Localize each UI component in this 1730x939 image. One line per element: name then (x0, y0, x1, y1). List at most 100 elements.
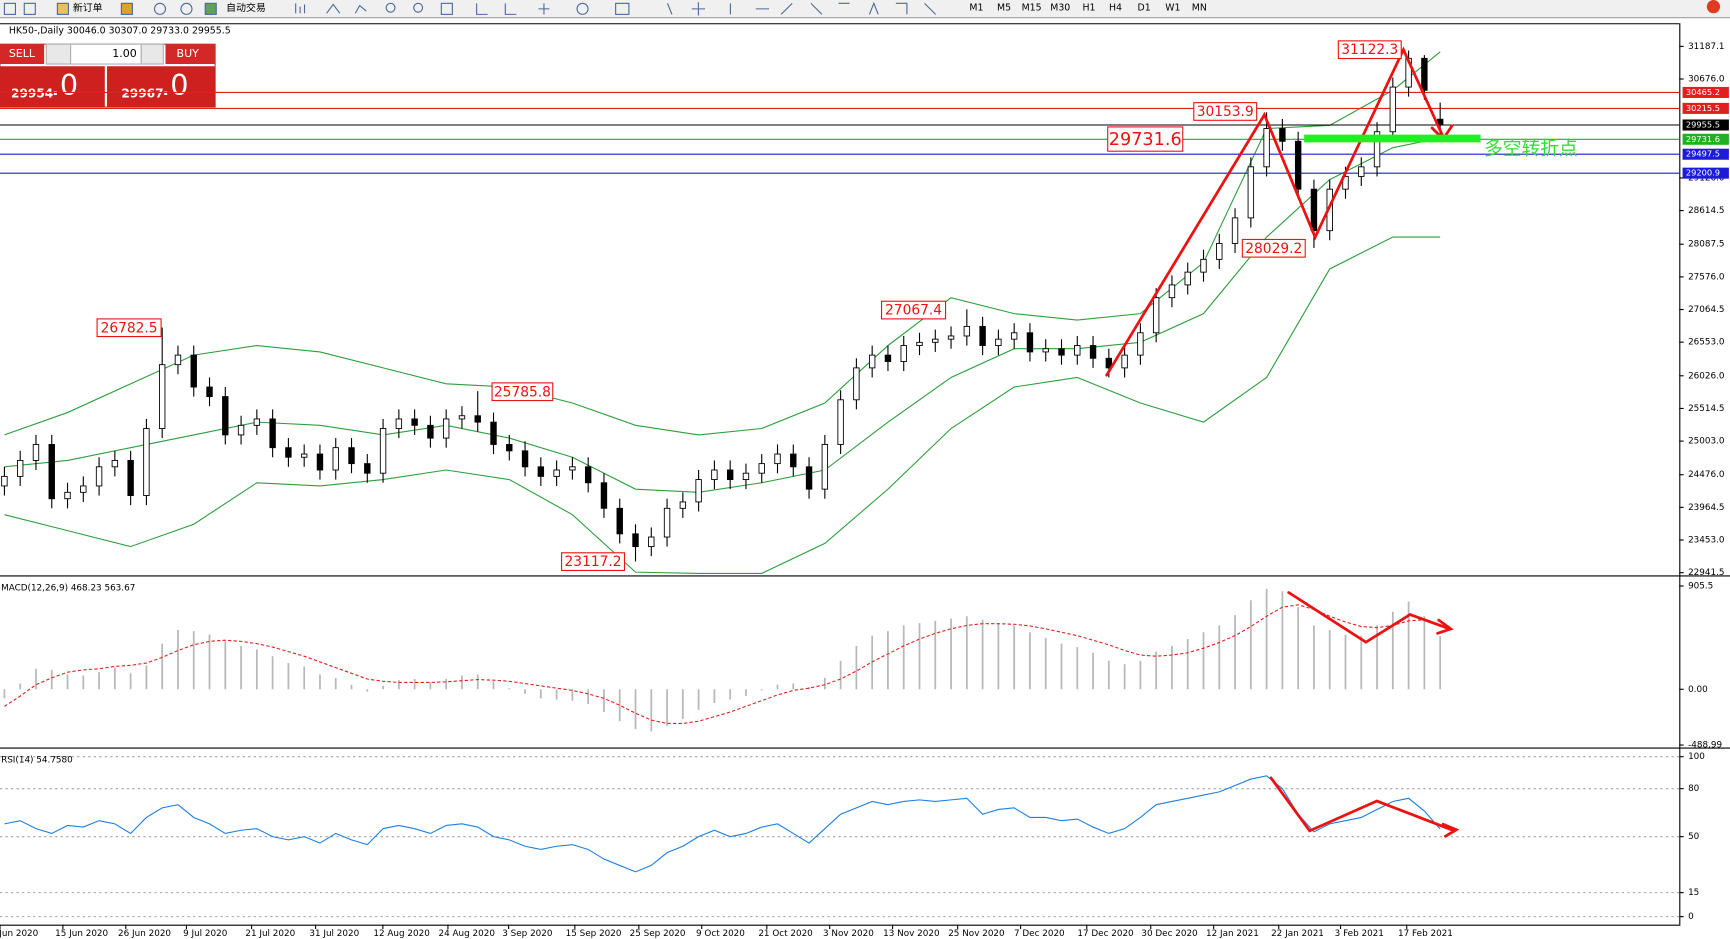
buy-button[interactable] (165, 44, 216, 65)
y-tick-label: 25514.5 (1688, 404, 1724, 414)
candle-body (1042, 348, 1049, 353)
candle-body (1105, 357, 1113, 369)
annotation-label: 26782.5 (101, 320, 158, 336)
x-tick-label: 17 Feb 2021 (1398, 929, 1453, 939)
price-annotations: 26782.5 25785.8 23117.2 27067.4 30153.9 28029… (96, 40, 1402, 572)
icon[interactable] (576, 2, 589, 15)
annotation-box (1193, 102, 1258, 121)
timeframe-button[interactable]: D1 (1138, 2, 1151, 13)
timeframe-button[interactable]: W1 (1165, 2, 1180, 13)
sell-button[interactable] (0, 44, 45, 65)
candle-body (80, 485, 87, 493)
candle-body (32, 444, 40, 461)
timeframe-button[interactable]: M15 (1022, 2, 1042, 13)
icon[interactable] (413, 2, 424, 13)
x-tick-label: 15 Sep 2020 (566, 929, 622, 939)
candle-body (853, 367, 860, 401)
icon[interactable] (440, 2, 453, 15)
candle-body (237, 424, 245, 436)
bid-fraction[interactable]: .0 (51, 68, 78, 102)
plot: 31187.130676.029126.028614.528087.527576… (0, 42, 1729, 939)
candle-body (963, 325, 971, 337)
candle-body (553, 469, 560, 477)
icon[interactable] (666, 1, 937, 16)
icon[interactable] (153, 2, 167, 15)
candle-body (442, 418, 450, 439)
candle-body (979, 325, 986, 346)
y-tick-label: 50 (1688, 832, 1700, 842)
candle-body (1026, 332, 1034, 353)
candle-body (1279, 128, 1286, 142)
candle-body (474, 415, 481, 423)
icon[interactable] (204, 2, 217, 15)
timeframe-button[interactable]: MN (1192, 2, 1207, 13)
candle-body (1421, 57, 1428, 91)
candle-body (490, 421, 497, 445)
ask-box[interactable] (107, 66, 216, 108)
icon[interactable] (23, 2, 36, 15)
icon[interactable] (476, 3, 550, 15)
annotation-box (491, 382, 554, 402)
annotation-label: 28029.2 (1245, 241, 1302, 257)
candle-body (695, 479, 702, 503)
bid-box[interactable] (0, 66, 105, 108)
annotation-box (880, 300, 947, 320)
price-level-label: 29497.5 (1686, 149, 1720, 159)
ask-fraction[interactable]: .0 (161, 68, 188, 102)
x-tick-label: 3 Feb 2021 (1335, 929, 1384, 939)
candle-body (1184, 271, 1191, 286)
buy-label[interactable]: BUY (177, 47, 200, 60)
trade-panel: SELL 1.00 BUY 29954 .0 29967 .0 (0, 43, 216, 108)
candle-body (790, 453, 797, 468)
candle-body (1200, 258, 1207, 273)
icon[interactable] (385, 2, 396, 13)
candle-body (805, 466, 813, 490)
icon[interactable] (295, 3, 367, 14)
timeframe-button[interactable]: H4 (1109, 2, 1122, 13)
annotation-note: 多空转折点 (1484, 137, 1578, 159)
icon[interactable] (120, 2, 133, 15)
candle-body (269, 418, 276, 449)
lot-down[interactable] (45, 43, 72, 65)
timeframe-button[interactable]: H1 (1082, 2, 1095, 13)
candle-body (868, 354, 876, 369)
x-tick-label: 22 Jan 2021 (1271, 929, 1324, 939)
lot-up[interactable] (140, 43, 164, 65)
icon[interactable] (180, 2, 193, 15)
sell-label[interactable]: SELL (9, 47, 36, 60)
x-tick-label: 12 Aug 2020 (373, 929, 430, 939)
ask-price[interactable]: 29967 (121, 86, 163, 100)
icon[interactable] (615, 2, 630, 15)
candle-body (916, 341, 923, 346)
timeframes: M1 M5 M15 M30 H1 H4 D1 W1 MN (969, 2, 1206, 13)
annotation-label: 27067.4 (885, 303, 942, 319)
timeframe-button[interactable]: M30 (1050, 2, 1070, 13)
annotation-label: 31122.3 (1341, 42, 1398, 58)
toolbar-button[interactable]: 自动交易 (226, 1, 266, 14)
price-level-tag (1682, 119, 1729, 131)
x-tick-label: 21 Oct 2020 (758, 929, 813, 939)
y-tick-label: 22941.5 (1688, 568, 1724, 578)
annotation-label: 30153.9 (1197, 104, 1254, 120)
notification-badge[interactable] (1706, 0, 1721, 14)
y-tick-label: 27064.5 (1688, 305, 1724, 315)
price-level-label: 30465.2 (1686, 87, 1720, 97)
icon[interactable] (56, 2, 69, 15)
y-tick-label: 15 (1688, 888, 1699, 898)
bid-price[interactable]: 29954 (11, 86, 53, 100)
candle-body (253, 418, 261, 426)
lot-value[interactable]: 1.00 (112, 47, 137, 60)
toolbar-button[interactable]: 新订单 (73, 1, 103, 14)
price-level-tag (1682, 148, 1729, 160)
x-tick-label: 7 Dec 2020 (1014, 929, 1065, 939)
timeframe-button[interactable]: M5 (997, 2, 1011, 13)
candle-body (174, 354, 182, 366)
icon[interactable] (3, 2, 16, 15)
candle-body (900, 345, 907, 362)
x-tick-label: 17 Dec 2020 (1077, 929, 1134, 939)
candle-body (1294, 140, 1302, 190)
timeframe-button[interactable]: M1 (969, 2, 983, 13)
y-tick-label: 26553.0 (1688, 338, 1725, 348)
candle-body (726, 469, 734, 481)
